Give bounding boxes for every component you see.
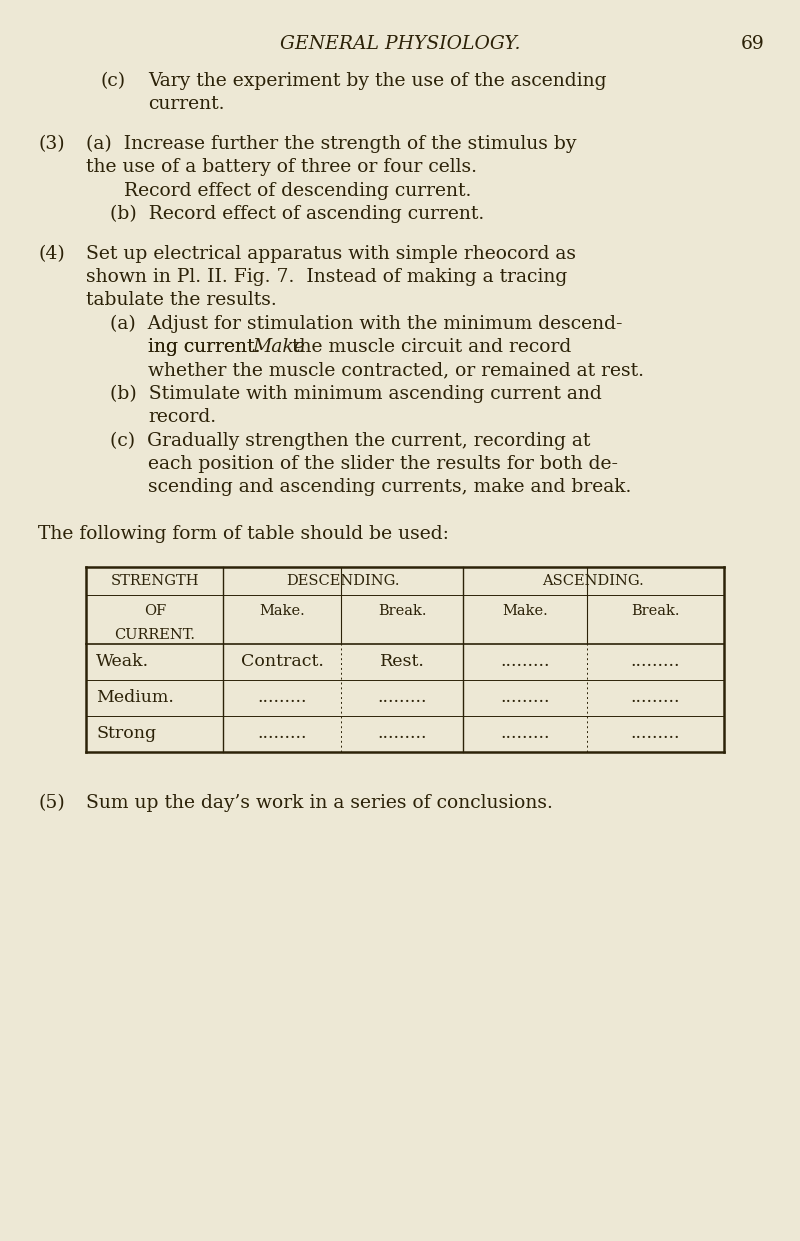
Text: ing current.: ing current. (148, 338, 272, 356)
Text: The following form of table should be used:: The following form of table should be us… (38, 525, 450, 542)
Text: current.: current. (148, 96, 225, 113)
Text: .........: ......... (258, 689, 307, 706)
Text: .........: ......... (500, 689, 550, 706)
Text: .........: ......... (258, 726, 307, 742)
Text: each position of the slider the results for both de-: each position of the slider the results … (148, 454, 618, 473)
Text: Vary the experiment by the use of the ascending: Vary the experiment by the use of the as… (148, 72, 606, 91)
Text: GENERAL PHYSIOLOGY.: GENERAL PHYSIOLOGY. (280, 35, 520, 53)
Text: .........: ......... (500, 726, 550, 742)
Text: Make.: Make. (259, 604, 306, 618)
Text: ASCENDING.: ASCENDING. (542, 575, 644, 588)
Text: Medium.: Medium. (96, 689, 174, 706)
Text: record.: record. (148, 408, 216, 426)
Text: ing current.: ing current. (148, 338, 272, 356)
Text: Break.: Break. (378, 604, 426, 618)
Text: .........: ......... (630, 689, 680, 706)
Text: Set up electrical apparatus with simple rheocord as: Set up electrical apparatus with simple … (86, 244, 576, 263)
Text: .........: ......... (378, 689, 426, 706)
Text: CURRENT.: CURRENT. (114, 628, 195, 643)
Text: (b)  Record effect of ascending current.: (b) Record effect of ascending current. (110, 205, 485, 223)
Text: Contract.: Contract. (241, 653, 324, 670)
Text: Weak.: Weak. (96, 653, 149, 670)
Text: whether the muscle contracted, or remained at rest.: whether the muscle contracted, or remain… (148, 361, 644, 380)
Text: .........: ......... (630, 726, 680, 742)
Text: (a)  Adjust for stimulation with the minimum descend-: (a) Adjust for stimulation with the mini… (110, 315, 623, 333)
Text: (c)  Gradually strengthen the current, recording at: (c) Gradually strengthen the current, re… (110, 432, 590, 449)
Text: tabulate the results.: tabulate the results. (86, 292, 277, 309)
Text: the use of a battery of three or four cells.: the use of a battery of three or four ce… (86, 159, 478, 176)
Text: (a)  Increase further the strength of the stimulus by: (a) Increase further the strength of the… (86, 135, 577, 153)
Text: .........: ......... (500, 653, 550, 670)
Text: Sum up the day’s work in a series of conclusions.: Sum up the day’s work in a series of con… (86, 794, 554, 812)
Text: (4): (4) (38, 244, 65, 263)
Text: Make.: Make. (502, 604, 548, 618)
Text: 69: 69 (740, 35, 764, 53)
Text: STRENGTH: STRENGTH (110, 575, 199, 588)
Text: shown in Pl. II. Fig. 7.  Instead of making a tracing: shown in Pl. II. Fig. 7. Instead of maki… (86, 268, 568, 285)
Text: (3): (3) (38, 135, 65, 153)
Text: .........: ......... (630, 653, 680, 670)
Text: (c): (c) (100, 72, 125, 91)
Text: DESCENDING.: DESCENDING. (286, 575, 400, 588)
Text: .........: ......... (378, 726, 426, 742)
Text: Break.: Break. (631, 604, 680, 618)
Text: Strong: Strong (96, 726, 156, 742)
Text: Record effect of descending current.: Record effect of descending current. (124, 181, 471, 200)
Text: (5): (5) (38, 794, 65, 812)
Text: Make: Make (252, 338, 305, 356)
Text: OF: OF (144, 604, 166, 618)
Text: (b)  Stimulate with minimum ascending current and: (b) Stimulate with minimum ascending cur… (110, 385, 602, 403)
Text: scending and ascending currents, make and break.: scending and ascending currents, make an… (148, 478, 631, 496)
Text: Rest.: Rest. (379, 653, 425, 670)
Text: the muscle circuit and record: the muscle circuit and record (286, 338, 572, 356)
